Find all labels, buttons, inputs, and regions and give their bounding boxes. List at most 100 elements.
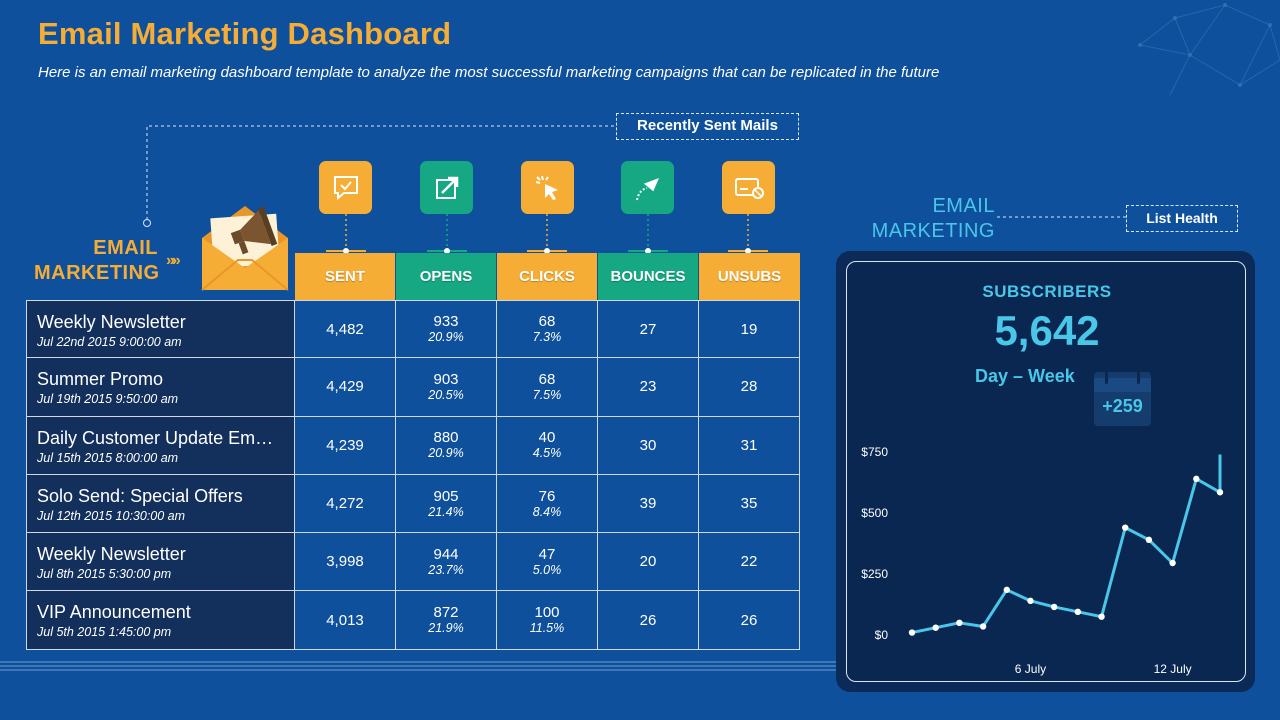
campaign-cell: Summer Promo Jul 19th 2015 9:50:00 am — [26, 358, 295, 417]
data-point — [1122, 524, 1129, 531]
sent-cell: 4,239 — [295, 416, 396, 475]
x-tick-label: 12 July — [1154, 662, 1192, 676]
chevrons-icon: »» — [166, 252, 181, 269]
data-point — [956, 619, 963, 626]
table-row[interactable]: VIP Announcement Jul 5th 2015 1:45:00 pm … — [26, 591, 800, 650]
table-row[interactable]: Weekly Newsletter Jul 22nd 2015 9:00:00 a… — [26, 300, 800, 359]
opens-percent: 23.7% — [428, 562, 464, 577]
campaign-name: Weekly Newsletter — [37, 544, 186, 565]
sent-cell: 4,013 — [295, 591, 396, 650]
health-line-2: MARKETING — [871, 220, 995, 242]
opens-cell: 903 20.5% — [396, 358, 497, 417]
subscribers-line-chart: $0 $250 $500 $750 6 July 12 July — [861, 445, 1224, 676]
opens-cell: 880 20.9% — [396, 416, 497, 475]
column-header-sent[interactable]: SENT — [295, 253, 396, 300]
opens-percent: 20.9% — [428, 330, 464, 345]
clicks-percent: 7.5% — [532, 387, 562, 402]
campaign-name: Summer Promo — [37, 369, 164, 390]
table-row[interactable]: Solo Send: Special Offers Jul 12th 2015 1… — [26, 474, 800, 534]
table-header: SENT OPENS CLICKS BOUNCES UNSUBS — [295, 253, 800, 300]
clicks-cell: 76 8.4% — [497, 474, 598, 534]
campaign-name: Solo Send: Special Offers — [37, 485, 243, 506]
sent-cell: 4,272 — [295, 474, 396, 534]
sent-value: 4,013 — [326, 611, 364, 629]
table-row[interactable]: Weekly Newsletter Jul 8th 2015 5:30:00 pm… — [26, 533, 800, 592]
subscribers-value: 5,642 — [994, 307, 1100, 354]
opens-percent: 21.9% — [428, 621, 464, 636]
clicks-percent: 4.5% — [532, 446, 562, 461]
unsubs-cell: 22 — [699, 533, 800, 592]
campaign-name: Weekly Newsletter — [37, 312, 186, 332]
opens-value: 944 — [433, 545, 459, 563]
unsubs-value: 19 — [740, 320, 758, 338]
campaign-date: Jul 12th 2015 10:30:00 am — [37, 508, 186, 523]
data-point — [932, 624, 939, 631]
campaign-date: Jul 5th 2015 1:45:00 pm — [37, 625, 172, 640]
brand-line-2: MARKETING — [34, 262, 160, 284]
clicks-cell: 47 5.0% — [497, 533, 598, 592]
opens-cell: 872 21.9% — [396, 591, 497, 650]
unsubscribe-icon — [722, 161, 775, 214]
y-tick-label: $250 — [861, 567, 888, 581]
x-tick-label: 6 July — [1015, 662, 1046, 676]
list-health-callout: List Health — [1126, 205, 1238, 232]
opens-value: 872 — [433, 604, 459, 622]
table-row[interactable]: Summer Promo Jul 19th 2015 9:50:00 am 4,4… — [26, 358, 800, 417]
clicks-cell: 68 7.3% — [497, 300, 598, 359]
table-body: Weekly Newsletter Jul 22nd 2015 9:00:00 a… — [26, 300, 800, 650]
campaign-date: Jul 19th 2015 9:50:00 am — [37, 392, 179, 407]
clicks-cell: 68 7.5% — [497, 358, 598, 417]
campaign-cell: VIP Announcement Jul 5th 2015 1:45:00 pm — [26, 591, 295, 650]
recently-sent-callout: Recently Sent Mails — [616, 113, 799, 140]
bounce-icon — [621, 161, 674, 214]
clicks-value: 68 — [538, 313, 556, 331]
calendar-badge: +259 — [1094, 372, 1151, 426]
opens-cell: 933 20.9% — [396, 300, 497, 359]
campaign-cell: Solo Send: Special Offers Jul 12th 2015 1… — [26, 474, 295, 534]
clicks-value: 40 — [538, 429, 556, 447]
envelope-megaphone-icon — [201, 206, 289, 291]
bounces-cell: 30 — [598, 416, 699, 475]
subscribers-card: SUBSCRIBERS 5,642 Day – Week +259 $0 $250… — [846, 261, 1246, 682]
opens-cell: 944 23.7% — [396, 533, 497, 592]
health-line-1: EMAIL — [932, 195, 995, 217]
unsubs-value: 31 — [740, 436, 758, 454]
table-row[interactable]: Daily Customer Update Em… Jul 15th 2015 8… — [26, 416, 800, 475]
column-header-opens[interactable]: OPENS — [396, 253, 497, 300]
sent-value: 3,998 — [326, 553, 364, 571]
clicks-value: 47 — [538, 545, 556, 563]
column-header-unsubs[interactable]: UNSUBS — [699, 253, 800, 300]
column-header-clicks[interactable]: CLICKS — [497, 253, 598, 300]
data-point — [1216, 489, 1224, 496]
bounces-cell: 39 — [598, 474, 699, 534]
data-point — [1074, 608, 1082, 616]
opens-value: 903 — [433, 370, 459, 388]
unsubs-cell: 19 — [699, 300, 800, 359]
data-point — [1003, 586, 1010, 594]
bottom-divider — [0, 661, 845, 671]
sent-cell: 4,429 — [295, 358, 396, 417]
bounces-cell: 23 — [598, 358, 699, 417]
column-header-bounces[interactable]: BOUNCES — [598, 253, 699, 300]
opens-percent: 21.4% — [428, 504, 464, 519]
unsubs-cell: 31 — [699, 416, 800, 475]
clicks-value: 76 — [538, 487, 556, 505]
data-point — [1098, 613, 1105, 620]
y-tick-label: $750 — [861, 445, 888, 459]
data-point — [1145, 536, 1153, 544]
clicks-percent: 7.3% — [532, 330, 562, 345]
data-point — [1050, 603, 1058, 611]
opens-value: 905 — [433, 487, 459, 505]
bounces-cell: 20 — [598, 533, 699, 592]
data-point — [1169, 559, 1176, 567]
subscribers-period: Day – Week — [975, 366, 1075, 386]
subscribers-title: SUBSCRIBERS — [982, 282, 1112, 301]
campaign-name: VIP Announcement — [37, 602, 191, 623]
bounces-value: 30 — [639, 436, 657, 454]
data-point — [908, 629, 916, 636]
y-tick-label: $0 — [875, 628, 889, 642]
campaign-date: Jul 22nd 2015 9:00:00 am — [37, 335, 182, 349]
bounces-value: 26 — [639, 611, 657, 629]
opens-percent: 20.5% — [428, 387, 464, 402]
unsubs-value: 22 — [740, 553, 758, 571]
